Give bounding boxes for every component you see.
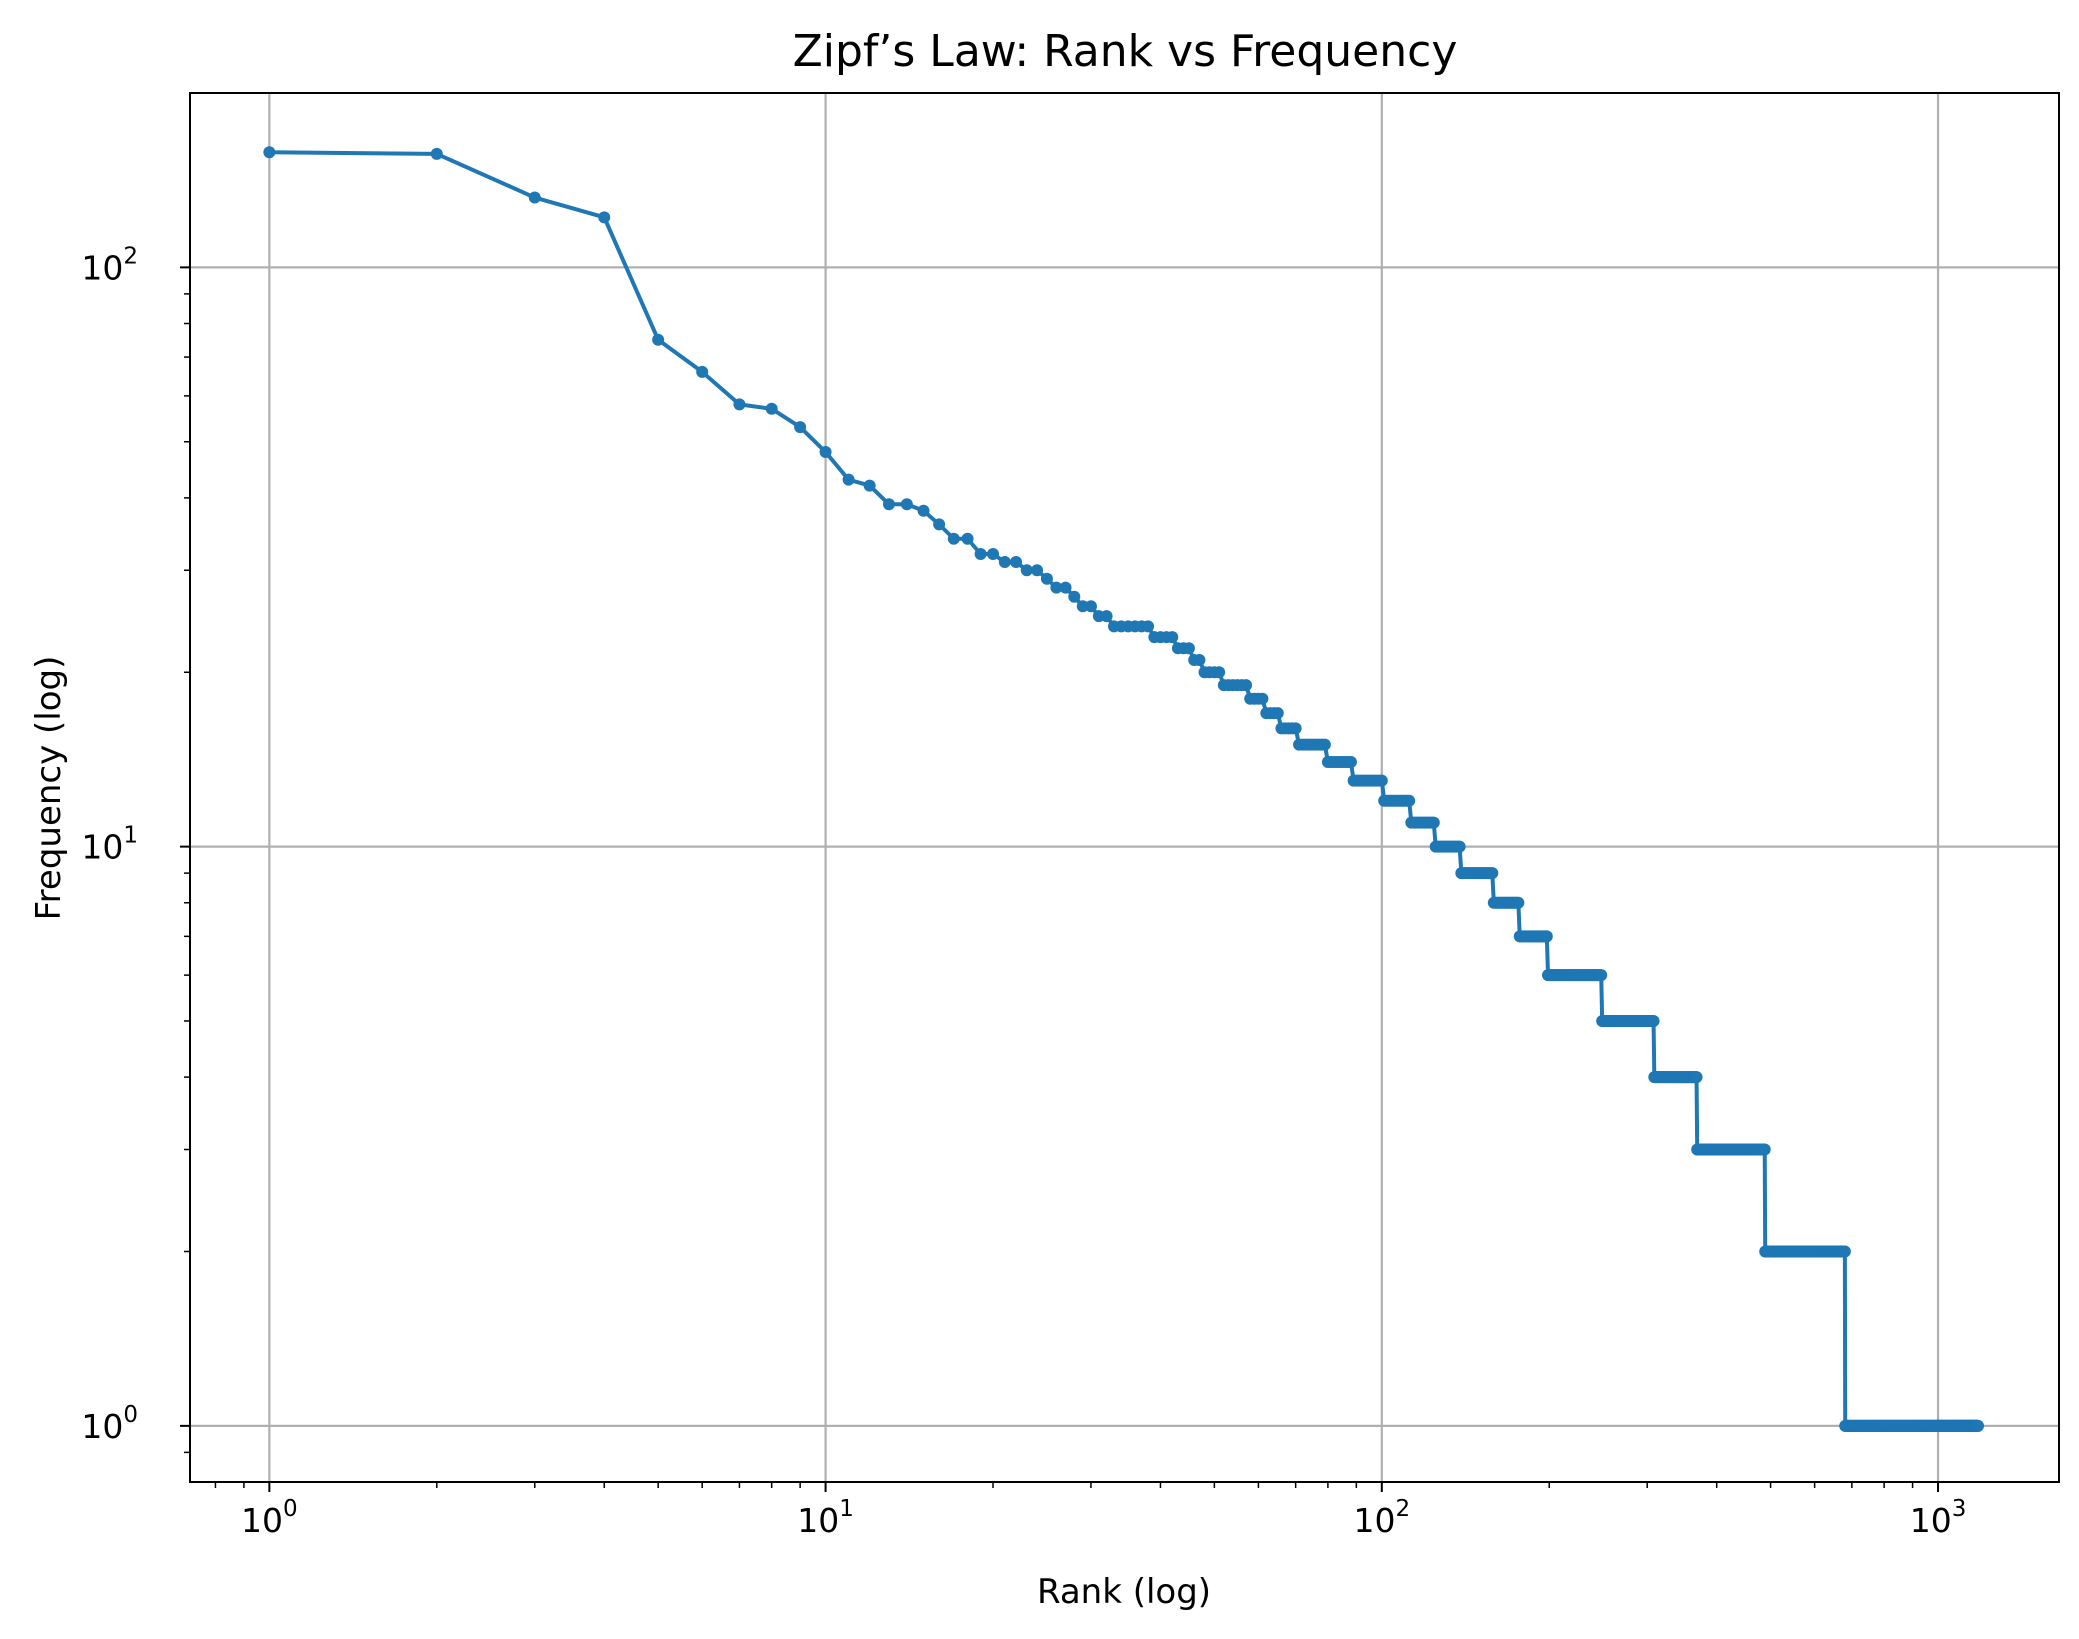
data-point-3: [598, 211, 611, 224]
data-point-1179: [1972, 1419, 1985, 1432]
data-point-111: [1403, 794, 1416, 807]
data-point-60: [1256, 692, 1269, 705]
data-point-87: [1344, 755, 1357, 768]
y-axis-label: Frequency (log): [29, 656, 69, 921]
data-point-157: [1486, 867, 1499, 880]
data-point-487: [1758, 1143, 1771, 1156]
data-point-175: [1512, 896, 1525, 909]
data-point-307: [1647, 1014, 1660, 1027]
data-point-37: [1142, 620, 1155, 633]
plot-frame: [189, 92, 2060, 1483]
data-point-5: [696, 365, 709, 378]
x-axis-label: Rank (log): [1037, 1572, 1211, 1612]
data-point-20: [998, 556, 1011, 568]
data-point-18: [974, 548, 987, 561]
data-point-6: [733, 398, 746, 411]
x-tick-label-1: 101: [797, 1496, 854, 1540]
data-point-2: [528, 191, 541, 204]
data-point-0: [263, 146, 276, 159]
data-point-13: [900, 498, 913, 511]
data-point-11: [863, 479, 876, 492]
y-tick-label-1: 101: [81, 823, 138, 867]
data-point-4: [652, 333, 665, 346]
data-point-24: [1040, 572, 1053, 585]
data-point-10: [842, 473, 855, 486]
data-point-56: [1240, 679, 1253, 692]
data-point-247: [1595, 969, 1608, 982]
data-point-69: [1289, 722, 1302, 735]
data-point-14: [917, 504, 930, 517]
data-point-64: [1271, 707, 1284, 720]
data-point-123: [1427, 816, 1440, 829]
data-point-21: [1010, 556, 1023, 568]
x-tick-label-0: 100: [241, 1496, 298, 1540]
y-tick-label-2: 102: [81, 243, 138, 287]
data-point-44: [1182, 642, 1195, 655]
x-tick-label-3: 103: [1910, 1496, 1967, 1540]
data-point-9: [819, 446, 832, 459]
data-point-17: [961, 532, 974, 545]
data-point-25: [1050, 581, 1063, 594]
x-tick-label-2: 102: [1353, 1496, 1410, 1540]
data-point-7: [765, 402, 778, 415]
data-point-22: [1020, 564, 1033, 577]
data-point-679: [1838, 1245, 1851, 1258]
data-point-26: [1059, 581, 1072, 594]
y-tick-label-0: 100: [81, 1402, 138, 1446]
data-point-137: [1453, 840, 1466, 853]
data-point-29: [1084, 600, 1097, 613]
frequency-series: [263, 146, 1985, 1432]
data-point-19: [987, 548, 1000, 561]
data-point-1: [430, 147, 443, 160]
data-point-78: [1318, 738, 1331, 751]
data-point-23: [1031, 564, 1044, 577]
data-point-99: [1375, 774, 1388, 787]
data-point-31: [1100, 610, 1113, 623]
data-point-15: [933, 518, 946, 531]
data-point-16: [947, 532, 960, 545]
data-point-50: [1213, 666, 1226, 679]
data-point-41: [1166, 631, 1179, 644]
chart-title: Zipf’s Law: Rank vs Frequency: [793, 26, 1458, 77]
data-point-12: [882, 498, 895, 511]
data-point-367: [1690, 1071, 1703, 1084]
data-point-8: [794, 421, 807, 434]
data-point-27: [1068, 590, 1081, 603]
grid-lines: [190, 93, 2059, 1482]
axis-ticks: 100 101 102 103 100 101 102: [81, 243, 1966, 1540]
data-point-197: [1540, 930, 1553, 943]
data-point-46: [1193, 653, 1206, 666]
